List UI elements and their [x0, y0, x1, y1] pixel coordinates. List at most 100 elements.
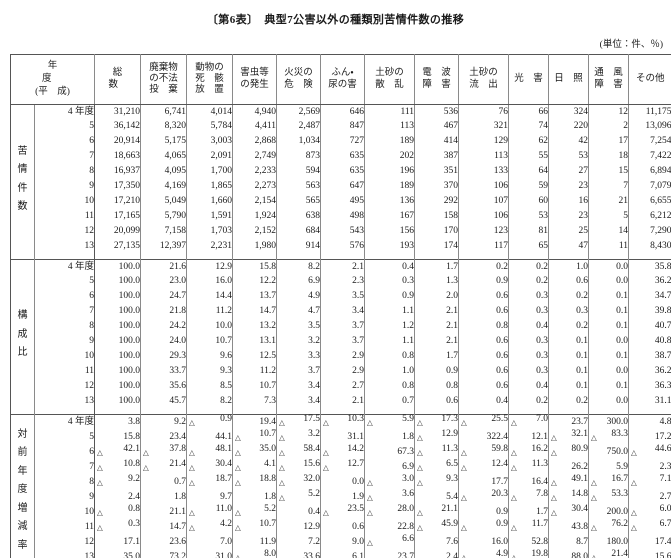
- cell-value: 12.9: [441, 429, 458, 439]
- cell-value: 1.7: [446, 261, 458, 272]
- cell-value: 0.0: [352, 476, 364, 487]
- cell-value: 1,660: [210, 196, 232, 207]
- cell-total: 100.0: [94, 349, 141, 365]
- cell-radio: 0.6: [414, 394, 459, 410]
- cell-fire: △ 58.4: [276, 444, 321, 460]
- cell-value: 467: [443, 121, 458, 132]
- negative-marker-icon: △: [511, 553, 517, 558]
- cell-value: 12.7: [347, 459, 364, 469]
- cell-animal: 1,700: [186, 164, 233, 180]
- cell-pests: 19.4: [232, 414, 277, 430]
- negative-marker-icon: △: [551, 478, 557, 487]
- cell-pests: 2,273: [232, 179, 277, 195]
- cell-value: 0.6: [496, 381, 508, 392]
- cell-animal: 9.6: [186, 349, 233, 365]
- cell-sand_runoff: 0.9: [458, 274, 509, 290]
- cell-sand_runoff: 113: [458, 149, 509, 165]
- cell-value: 16,937: [113, 166, 140, 177]
- cell-sand_scatter: 167: [364, 209, 415, 225]
- cell-value: 167: [399, 211, 414, 222]
- cell-value: 2.4: [446, 551, 458, 558]
- cell-value: 0.6: [496, 366, 508, 377]
- cell-excrement: 635: [320, 164, 365, 180]
- cell-waste: 1.8: [140, 490, 187, 505]
- cell-value: 6.9: [308, 276, 320, 287]
- cell-value: 9.6: [220, 351, 232, 362]
- cell-value: 7.6: [446, 536, 458, 547]
- cell-fire: △ 17.5: [276, 414, 321, 430]
- cell-sunlight: 0.2: [548, 289, 589, 305]
- cell-radio: 158: [414, 209, 459, 225]
- cell-excrement: 2.9: [320, 364, 365, 380]
- row-year-label: 13: [34, 239, 95, 255]
- cell-waste: 21.1: [140, 505, 187, 520]
- cell-sunlight: 0.1: [548, 334, 589, 350]
- cell-value: 17.2: [654, 431, 671, 442]
- cell-waste: 33.7: [140, 364, 187, 380]
- cell-total: 100.0: [94, 259, 141, 275]
- negative-marker-icon: △: [417, 448, 423, 457]
- cell-waste: 24.0: [140, 334, 187, 350]
- cell-pests: 15.8: [232, 259, 277, 275]
- negative-marker-icon: △: [461, 463, 467, 472]
- cell-value: 0.0: [616, 336, 628, 347]
- cell-fire: 594: [276, 164, 321, 180]
- cell-other: 36.2: [629, 275, 671, 290]
- cell-value: 5.9: [616, 461, 628, 472]
- cell-value: 17,165: [113, 211, 140, 222]
- cell-value: 3.7: [352, 336, 364, 347]
- cell-total: 17,165: [94, 209, 141, 225]
- cell-fire: 3.4: [276, 379, 321, 395]
- cell-value: 35.0: [123, 551, 140, 558]
- negative-marker-icon: △: [551, 448, 557, 457]
- cell-value: 39.8: [654, 306, 671, 317]
- cell-animal: △ 4.2: [186, 519, 233, 535]
- cell-light: △ 16.2: [508, 444, 549, 460]
- cell-radio: 387: [414, 149, 459, 165]
- cell-value: 14.4: [215, 291, 232, 302]
- cell-value: 113: [400, 121, 414, 132]
- cell-value: 14.7: [169, 521, 186, 532]
- cell-value: 13.2: [259, 321, 276, 332]
- cell-excrement: 2.3: [320, 274, 365, 290]
- negative-marker-icon: △: [367, 478, 373, 487]
- cell-fire: 8.2: [276, 259, 321, 275]
- cell-sunlight: 324: [548, 104, 589, 120]
- cell-windflow: 7: [588, 179, 629, 195]
- cell-value: 32.1: [571, 429, 588, 439]
- cell-value: 0.6: [352, 521, 364, 532]
- cell-value: 5,049: [164, 196, 186, 207]
- gap-cell: [276, 409, 321, 415]
- cell-total: 100.0: [94, 334, 141, 350]
- cell-total: △ 42.1: [94, 444, 141, 460]
- cell-total: 100.0: [94, 394, 141, 410]
- cell-value: 36.2: [654, 276, 671, 287]
- cell-waste: 5,049: [140, 194, 187, 210]
- cell-value: 8,320: [164, 121, 186, 132]
- cell-value: 49.1: [571, 474, 588, 484]
- cell-value: 0.9: [496, 519, 508, 529]
- row-year-label: 11: [34, 364, 95, 380]
- cell-excrement: 647: [320, 179, 365, 195]
- cell-value: 18.7: [215, 474, 232, 484]
- row-year-label: 8: [34, 164, 95, 180]
- cell-light: 55: [508, 149, 549, 165]
- cell-value: 4.2: [220, 519, 232, 529]
- cell-sand_scatter: 156: [364, 224, 415, 240]
- cell-value: 58.4: [303, 444, 320, 454]
- cell-value: 2,273: [254, 181, 276, 192]
- cell-value: 21: [618, 196, 629, 207]
- cell-value: 7.8: [536, 489, 548, 499]
- cell-total: 100.0: [94, 364, 141, 380]
- header-row: 年 度 (平 成) 総 数 廃棄物 の不法 投 棄 動物の 死 骸 放 置: [10, 54, 671, 105]
- cell-sand_scatter: 67.3: [364, 445, 415, 460]
- cell-value: 23.7: [397, 551, 414, 558]
- cell-value: 2,091: [210, 151, 232, 162]
- cell-windflow: 18: [588, 149, 629, 165]
- cell-light: 0.3: [508, 349, 549, 365]
- negative-marker-icon: △: [511, 493, 517, 502]
- cell-value: 4.9: [308, 291, 320, 302]
- cell-value: 1,700: [210, 166, 232, 177]
- cell-value: 4.8: [659, 416, 671, 427]
